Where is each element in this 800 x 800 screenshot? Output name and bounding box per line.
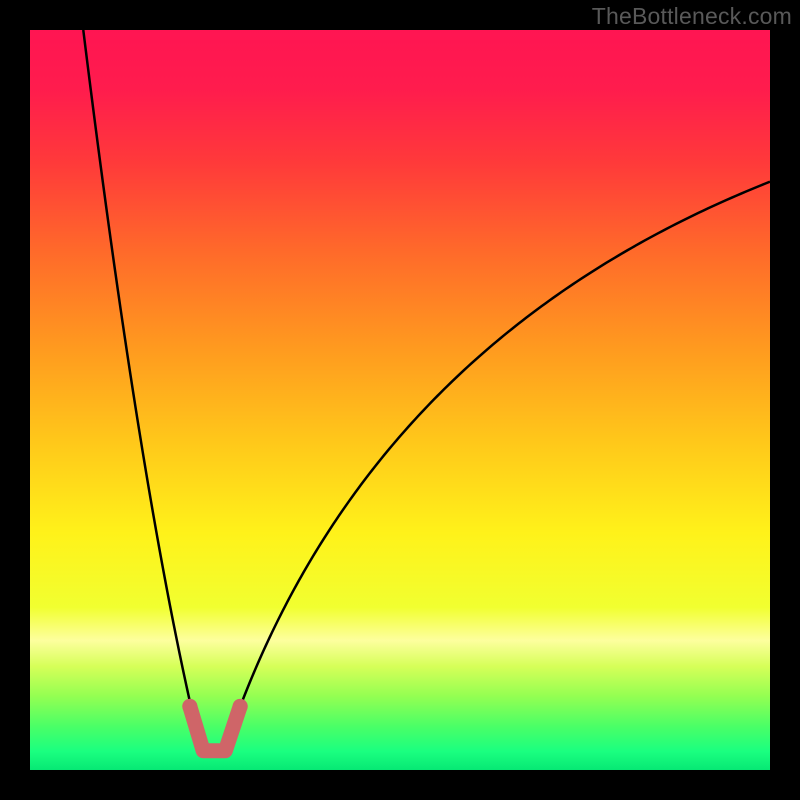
gradient-background bbox=[30, 30, 770, 770]
plot-svg bbox=[30, 30, 770, 770]
watermark-text: TheBottleneck.com bbox=[592, 3, 792, 30]
chart-frame: TheBottleneck.com bbox=[0, 0, 800, 800]
plot-area bbox=[30, 30, 770, 770]
